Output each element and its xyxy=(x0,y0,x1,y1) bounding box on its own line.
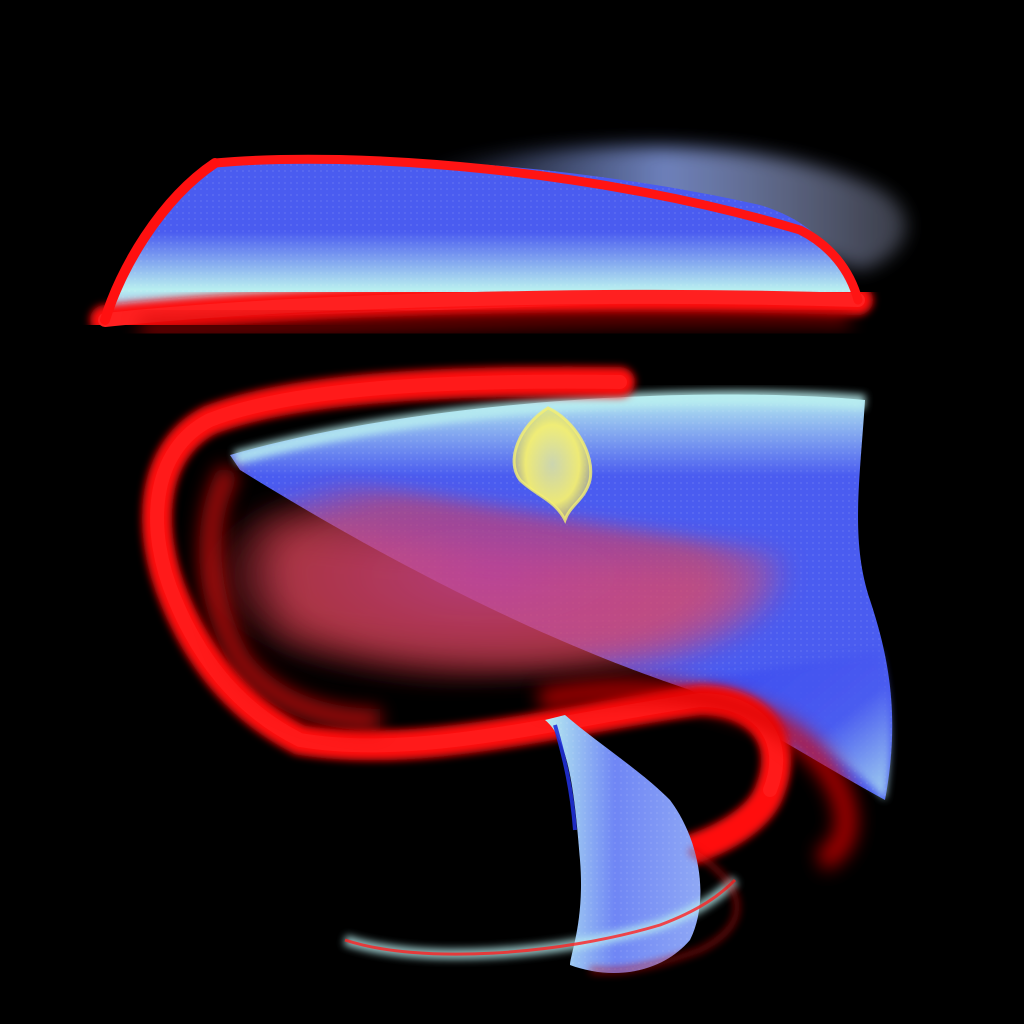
lower-tail-surface xyxy=(343,715,740,975)
yellow-blob xyxy=(514,408,591,520)
middle-surface-region xyxy=(142,366,893,871)
top-surface-band xyxy=(90,146,907,343)
